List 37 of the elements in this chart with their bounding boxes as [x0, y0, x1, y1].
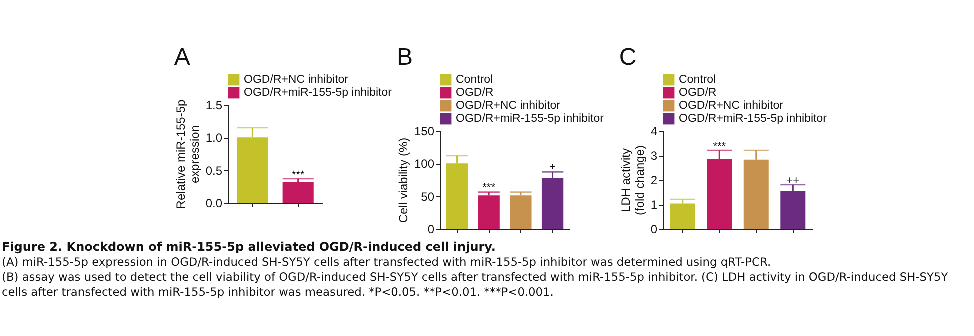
y-axis-title: Cell viability (%) [396, 138, 410, 224]
y-tick-label: 1.5 [206, 98, 223, 112]
legend-label: OGD/R [456, 87, 494, 99]
y-axis-title: Relative miR-155-5p expression [174, 99, 202, 210]
chart-title: B [396, 44, 413, 71]
legend-label: OGD/R+miR-155-5p inhibitor [456, 113, 604, 125]
y-tick-label: 0 [650, 222, 658, 236]
legend-label: Control [456, 74, 494, 86]
legend-label: OGD/R+NC inhibitor [244, 74, 349, 86]
annotation: *** [713, 140, 727, 153]
text: (A) miR-155-5p expression in OGD/R-induced SH-SY5Y cells after transfected with miR-155-5p inhibitor was determined using qRT-PCR. [2, 255, 772, 270]
y-tick-label: 150 [414, 124, 435, 138]
y-tick-label: 0.0 [206, 196, 223, 210]
y-axis-title: LDH activity (fold change) [618, 145, 647, 216]
y-tick-label: 1 [650, 198, 658, 212]
y-tick-label: 2 [650, 174, 658, 188]
annotation: ++ [786, 175, 800, 188]
annotation: + [550, 162, 556, 174]
y-tick-label: 0 [428, 222, 435, 236]
legend-label: OGD/R+miR-155-5p inhibitor [244, 87, 392, 99]
y-tick-label: 3 [650, 149, 658, 163]
chart-title: C [619, 44, 637, 71]
legend-label: OGD/R [679, 87, 717, 99]
y-tick-label: 50 [421, 190, 435, 204]
legend-label: OGD/R+miR-155-5p inhibitor [679, 113, 828, 125]
annotation: *** [292, 170, 306, 182]
y-tick-label: 0.5 [206, 164, 223, 178]
legend-label: Control [679, 74, 716, 86]
chart-title: A [174, 44, 190, 71]
legend-label: OGD/R+NC inhibitor [456, 100, 561, 112]
annotation: *** [482, 182, 496, 194]
text: (B) assay was used to detect the cell viability of OGD/R-induced SH-SY5Y cells after transfected with miR-155-5p inhibitor. (C) LDH activity in OGD/R-induced SH-SY5Y cells after transfected with miR-155-5p inhibitor was measured. *P<0.05. **P<0.01. ***P<0.001. [2, 270, 950, 300]
y-tick-label: 1.0 [206, 131, 223, 146]
y-tick-label: 100 [414, 157, 435, 172]
legend-label: OGD/R+NC inhibitor [679, 100, 784, 112]
text: Figure 2. Knockdown of miR-155-5p alleviated OGD/R-induced cell injury. [2, 240, 497, 255]
y-tick-label: 4 [650, 124, 658, 138]
